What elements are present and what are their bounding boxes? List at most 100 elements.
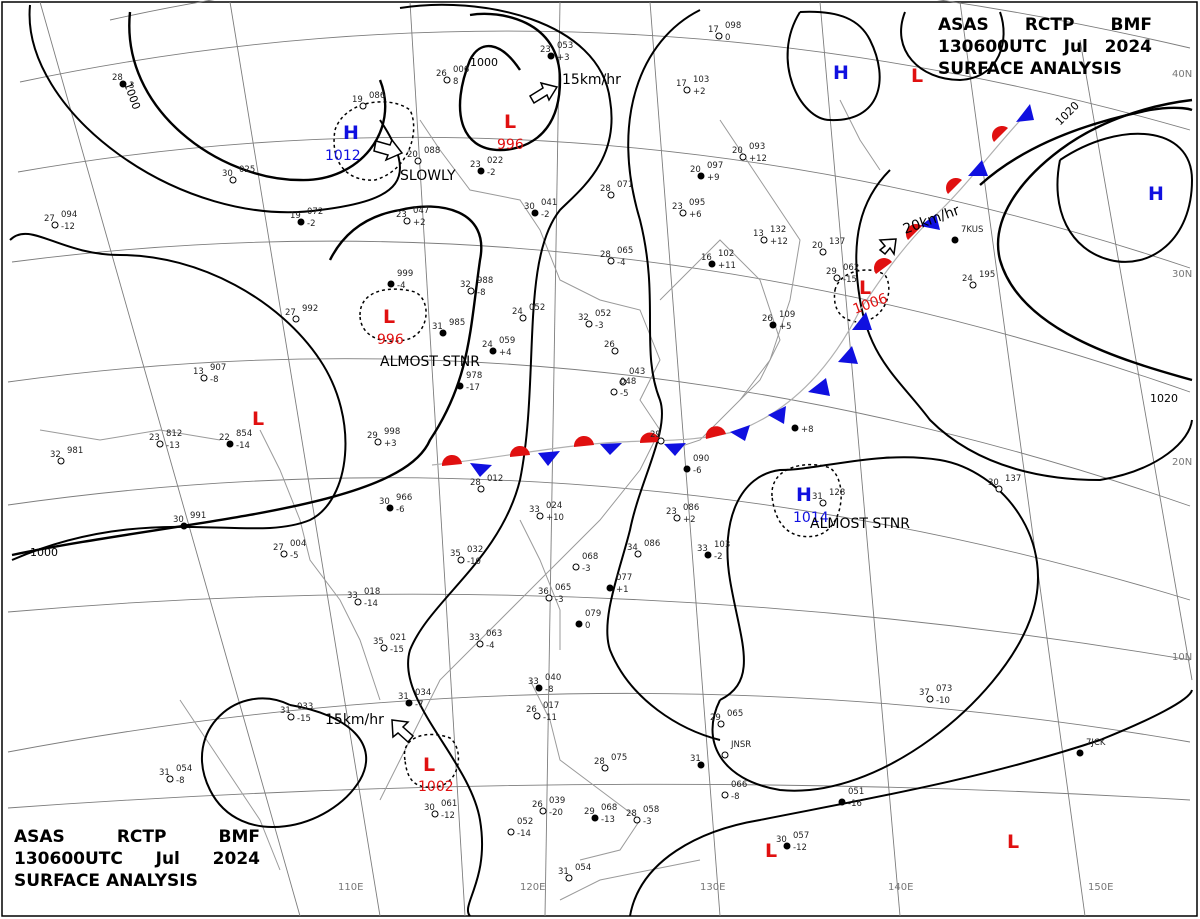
cold-front-triangle	[838, 346, 858, 364]
station-pressure: 025	[239, 165, 255, 175]
lon-line-140	[819, 1, 901, 917]
low-center-motion: ALMOST STNR	[380, 354, 480, 370]
station-pressure: 072	[307, 207, 323, 217]
station-plot: 30 991	[173, 511, 206, 530]
isobar-1000-north	[128, 11, 387, 182]
station-pressure: 137	[829, 237, 845, 247]
station-temperature: 28	[600, 184, 611, 194]
station-circle-icon	[431, 810, 439, 818]
cold-front-triangle	[1016, 104, 1034, 122]
station-temperature: 23	[540, 45, 551, 55]
station-temperature: 26	[762, 314, 773, 324]
station-temperature: 29	[584, 807, 595, 817]
station-temperature: 29	[367, 431, 378, 441]
lon-line-150	[959, 1, 1086, 917]
station-circle-icon	[57, 457, 65, 465]
station-temperature: 27	[285, 308, 296, 318]
station-tendency: -14	[236, 441, 250, 451]
station-pressure: 033	[297, 702, 313, 712]
station-plot: 28 3	[112, 73, 134, 91]
taiwan-coast	[519, 519, 561, 650]
front-warm-symbols	[441, 125, 1008, 466]
station-pressure: 103	[693, 75, 709, 85]
movement-arrow	[528, 81, 559, 105]
header-row-time: 130600UTC Jul 2024	[938, 36, 1152, 58]
station-circle-icon	[572, 563, 580, 571]
station-pressure: 006	[453, 65, 469, 75]
warm-front-semicircle	[509, 445, 530, 457]
station-plot: 29 068 -13	[584, 803, 617, 825]
station-pressure: 137	[1005, 474, 1021, 484]
lon-label-140e: 140E	[888, 882, 913, 893]
station-temperature: 32	[50, 450, 61, 460]
station-circle-icon	[607, 257, 615, 265]
station-tendency: -15	[390, 645, 404, 655]
station-temperature: 28	[626, 809, 637, 819]
lon-line-160	[1079, 39, 1193, 681]
station-tendency: -13	[166, 441, 180, 451]
station-plot: 052-14	[507, 817, 533, 839]
station-plot: 27 004 -5	[273, 539, 306, 561]
station-temperature: 37	[919, 688, 930, 698]
station-plot: 23 095 +6	[672, 198, 705, 220]
station-pressure: 981	[67, 446, 83, 456]
warm-front-semicircle	[946, 177, 962, 194]
station-plot: 33 018 -14	[347, 587, 380, 609]
station-circle-icon	[292, 315, 300, 323]
station-plot: 37 073 -10	[919, 684, 952, 706]
station-plot: 32 052 -3	[578, 309, 611, 331]
low-center-pressure: 996	[377, 332, 404, 348]
station-plot: 36 065 -3	[538, 583, 571, 605]
station-circle-icon	[287, 713, 295, 721]
station-temperature: 26	[532, 800, 543, 810]
station-circle-icon	[951, 236, 959, 244]
station-tendency: -6	[396, 505, 404, 515]
station-pressure: 053	[557, 41, 573, 51]
station-temperature: 13	[753, 229, 764, 239]
low-center-motion: 15km/hr	[325, 712, 384, 728]
station-pressure: 040	[545, 673, 561, 683]
station-plot: 28 075	[594, 753, 627, 772]
station-temperature: 26	[436, 69, 447, 79]
station-pressure: 024	[546, 501, 562, 511]
isobar-1000-low	[458, 12, 562, 152]
station-circle-icon	[533, 712, 541, 720]
philippines-coast	[529, 679, 641, 861]
station-temperature: 32	[460, 280, 471, 290]
station-plot: 23 053 +3	[540, 41, 573, 63]
station-tendency: -15	[297, 714, 311, 724]
station-circle-icon	[585, 320, 593, 328]
station-pressure: 102	[718, 249, 734, 259]
station-plot: 33 063 -4	[469, 629, 502, 651]
lat-line-20	[7, 477, 1191, 601]
high-center-symbol: H	[796, 484, 812, 506]
station-circle-icon	[926, 695, 934, 703]
station-temperature: 29	[826, 267, 837, 277]
station-circle-icon	[507, 828, 515, 836]
station-plot: 31	[690, 754, 705, 769]
station-plot: 19 072 -2	[290, 207, 323, 229]
station-temperature: 35	[373, 637, 384, 647]
station-tendency: +2	[683, 515, 696, 525]
station-circle-icon	[535, 684, 543, 692]
station-circle-icon	[783, 842, 791, 850]
low-center-symbol: L	[911, 65, 923, 87]
station-pressure: 094	[61, 210, 77, 220]
station-plot: 26 039 -20	[532, 796, 565, 818]
station-tendency: -17	[466, 383, 480, 393]
station-temperature: 20	[407, 150, 418, 160]
station-pressure: 063	[486, 629, 502, 639]
high-center-symbol: H	[833, 62, 849, 84]
station-circle-icon	[657, 437, 665, 445]
station-temperature: 34	[627, 543, 638, 553]
station-tendency: -14	[517, 829, 531, 839]
station-circle-icon	[405, 699, 413, 707]
station-temperature: 31	[280, 706, 291, 716]
station-circle-icon	[769, 321, 777, 329]
high-center-symbol: H	[1148, 183, 1164, 205]
station-temperature: 30	[524, 202, 535, 212]
station-circle-icon	[226, 440, 234, 448]
station-temperature: 33	[347, 591, 358, 601]
